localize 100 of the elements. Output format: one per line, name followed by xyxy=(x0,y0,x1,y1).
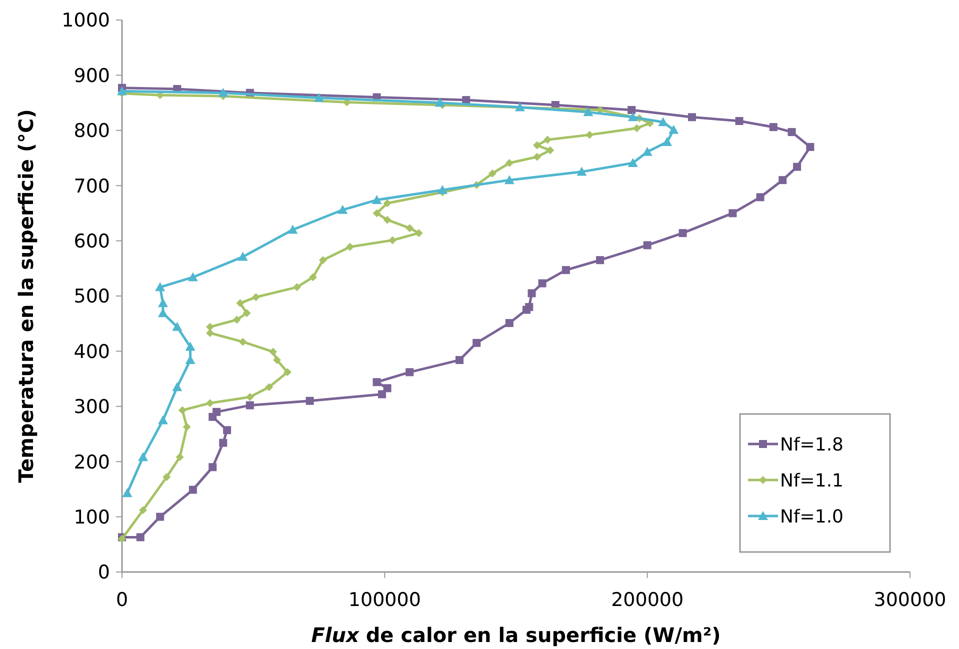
y-tick-label: 300 xyxy=(74,396,110,418)
point xyxy=(583,107,594,116)
point xyxy=(628,112,638,122)
point xyxy=(218,88,228,97)
point xyxy=(212,408,221,416)
point xyxy=(172,382,182,392)
point xyxy=(546,146,554,154)
point xyxy=(182,422,191,431)
point xyxy=(372,209,381,218)
point xyxy=(172,322,182,331)
y-tick-label: 500 xyxy=(74,286,110,308)
y-tick-label: 400 xyxy=(74,340,110,363)
point xyxy=(632,124,641,132)
point xyxy=(383,384,392,392)
legend-label: Nf=1.0 xyxy=(780,506,844,528)
y-tick-label: 1000 xyxy=(62,10,110,32)
point xyxy=(306,396,314,405)
y-tick-label: 900 xyxy=(74,64,110,87)
point xyxy=(514,102,525,112)
point xyxy=(176,453,184,462)
point xyxy=(586,130,594,139)
point xyxy=(236,299,244,308)
point xyxy=(265,383,274,392)
point xyxy=(372,194,382,204)
point xyxy=(538,279,546,288)
point xyxy=(788,128,796,136)
point xyxy=(206,322,214,331)
point xyxy=(756,193,764,202)
point xyxy=(117,86,127,96)
point xyxy=(406,368,414,376)
point xyxy=(292,283,301,292)
point xyxy=(158,415,168,424)
point xyxy=(472,338,481,347)
point xyxy=(188,486,197,494)
point xyxy=(219,438,228,447)
point xyxy=(206,399,214,408)
point xyxy=(314,92,324,102)
point xyxy=(533,141,542,150)
y-tick-label: 600 xyxy=(74,230,110,252)
point xyxy=(378,390,386,398)
point xyxy=(223,426,232,434)
point xyxy=(528,289,536,298)
point xyxy=(735,117,744,126)
point xyxy=(156,512,164,521)
point xyxy=(456,356,464,364)
point xyxy=(643,241,652,250)
point xyxy=(544,136,552,144)
point xyxy=(688,113,696,122)
legend-label: Nf=1.1 xyxy=(780,470,844,492)
point xyxy=(238,338,247,346)
point xyxy=(576,166,587,176)
point xyxy=(318,256,327,264)
point xyxy=(383,199,392,208)
point xyxy=(346,242,354,251)
point xyxy=(806,142,814,151)
point xyxy=(628,106,636,114)
point xyxy=(308,273,317,282)
point xyxy=(252,293,260,302)
point xyxy=(138,452,148,462)
point xyxy=(238,252,248,261)
y-tick-label: 200 xyxy=(74,451,110,474)
point xyxy=(769,123,778,132)
point xyxy=(185,342,196,351)
point xyxy=(505,158,514,167)
x-tick-label: 0 xyxy=(116,589,128,611)
point xyxy=(272,356,281,364)
point xyxy=(658,117,668,126)
point xyxy=(488,169,496,178)
y-tick-label: 100 xyxy=(74,506,110,528)
point xyxy=(188,272,198,282)
point xyxy=(434,98,445,107)
point xyxy=(678,229,687,238)
point xyxy=(505,319,514,328)
y-tick-label: 800 xyxy=(74,120,110,142)
point xyxy=(778,176,787,184)
point xyxy=(288,224,298,234)
point xyxy=(383,216,392,224)
point xyxy=(269,348,278,356)
point xyxy=(338,204,348,214)
point xyxy=(242,309,251,318)
y-tick-label: 0 xyxy=(98,562,110,584)
point xyxy=(525,303,534,312)
point xyxy=(437,185,448,194)
point xyxy=(728,209,737,218)
point xyxy=(155,282,166,292)
point xyxy=(406,224,414,232)
point xyxy=(372,378,381,386)
point xyxy=(246,393,254,402)
point xyxy=(504,175,514,184)
point xyxy=(122,488,132,498)
point xyxy=(642,146,652,156)
point xyxy=(246,401,254,410)
x-tick-label: 100000 xyxy=(348,589,421,611)
point xyxy=(208,463,217,472)
point xyxy=(596,256,604,264)
point xyxy=(793,162,802,171)
point xyxy=(388,236,397,244)
point xyxy=(136,533,144,542)
point xyxy=(162,473,171,482)
point xyxy=(662,136,672,146)
